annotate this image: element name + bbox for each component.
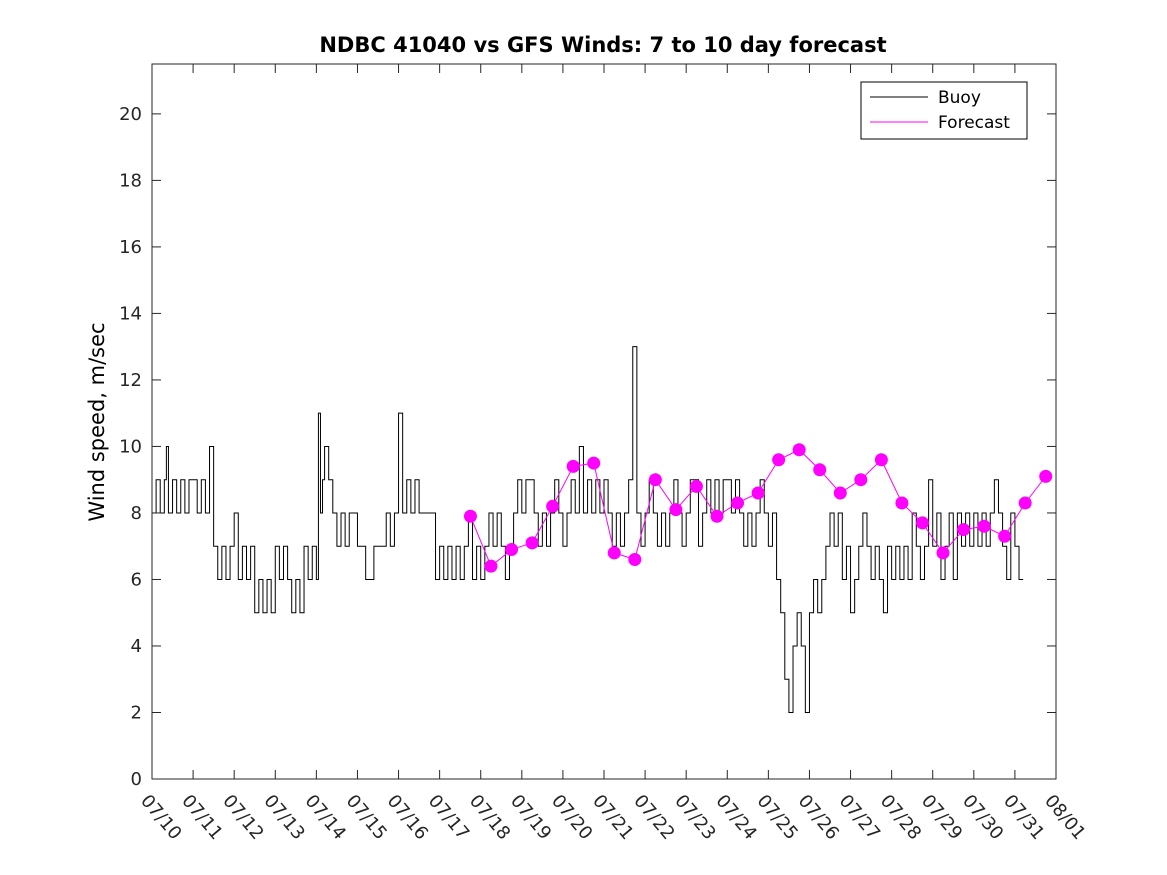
forecast-point: [772, 453, 786, 467]
forecast-point: [1018, 496, 1032, 510]
forecast-point: [587, 456, 601, 470]
x-tick-label: 07/17: [424, 791, 473, 844]
x-tick-label: 07/13: [259, 791, 308, 844]
x-tick-label: 07/29: [917, 791, 966, 844]
x-tick-label: 07/21: [588, 791, 637, 844]
x-tick-label: 08/01: [1040, 791, 1089, 844]
x-tick-label: 07/18: [465, 791, 514, 844]
forecast-point: [751, 486, 765, 500]
series-buoy-line: [152, 346, 1024, 713]
y-axis-label: Wind speed, m/sec: [85, 322, 109, 521]
y-tick-label: 0: [131, 769, 142, 790]
chart-title: NDBC 41040 vs GFS Winds: 7 to 10 day for…: [319, 33, 886, 57]
y-tick-label: 6: [131, 569, 142, 590]
forecast-point: [628, 553, 642, 567]
x-tick-label: 07/25: [753, 791, 802, 844]
y-tick-label: 18: [119, 170, 142, 191]
x-tick-label: 07/26: [794, 791, 843, 844]
forecast-point: [566, 459, 580, 473]
x-tick-label: 07/14: [301, 791, 350, 844]
forecast-point: [463, 509, 477, 523]
forecast-point: [833, 486, 847, 500]
y-tick-label: 16: [119, 237, 142, 258]
y-tick-label: 14: [119, 303, 142, 324]
legend-box: [860, 81, 1028, 140]
x-tick-label: 07/16: [383, 791, 432, 844]
forecast-point: [525, 536, 539, 550]
x-tick-label: 07/23: [670, 791, 719, 844]
y-tick-label: 12: [119, 370, 142, 391]
forecast-point: [669, 503, 683, 517]
legend-forecast-label: Forecast: [938, 113, 1010, 133]
forecast-point: [895, 496, 909, 510]
y-tick-label: 8: [131, 503, 142, 524]
forecast-point: [505, 543, 519, 557]
x-tick-label: 07/30: [958, 791, 1007, 844]
x-tick-label: 07/28: [876, 791, 925, 844]
y-tick-label: 4: [131, 636, 142, 657]
forecast-point: [731, 496, 745, 510]
forecast-point: [607, 546, 621, 560]
x-tick-label: 07/19: [506, 791, 555, 844]
y-tick-label: 10: [119, 436, 142, 457]
forecast-point: [854, 473, 868, 487]
x-tick-label: 07/10: [136, 791, 185, 844]
forecast-point: [689, 479, 703, 493]
x-tick-label: 07/31: [999, 791, 1048, 844]
x-tick-label: 07/15: [342, 791, 391, 844]
x-tick-label: 07/27: [835, 791, 884, 844]
x-tick-label: 07/24: [711, 791, 760, 844]
x-tick-label: 07/12: [218, 791, 267, 844]
y-axis: 0 2 4 6 8 10 12 14 16 18 20: [119, 104, 1056, 790]
forecast-point: [648, 473, 662, 487]
forecast-point: [1039, 469, 1053, 483]
forecast-point: [957, 523, 971, 537]
y-tick-label: 2: [131, 702, 142, 723]
axes-box: [151, 63, 1057, 780]
x-tick-label: 07/22: [629, 791, 678, 844]
x-tick-label: 07/20: [547, 791, 596, 844]
forecast-point: [546, 499, 560, 513]
legend: Buoy Forecast: [860, 81, 1028, 140]
plot-area: [151, 63, 1057, 780]
legend-buoy-label: Buoy: [938, 88, 981, 108]
forecast-point: [936, 546, 950, 560]
x-tick-label: 07/11: [177, 791, 226, 844]
forecast-point: [874, 453, 888, 467]
y-tick-label: 20: [119, 104, 142, 125]
forecast-point: [998, 529, 1012, 543]
forecast-point: [792, 443, 806, 457]
forecast-point: [484, 559, 498, 573]
forecast-point: [977, 519, 991, 533]
forecast-point: [813, 463, 827, 477]
forecast-point: [710, 509, 724, 523]
forecast-point: [915, 516, 929, 530]
